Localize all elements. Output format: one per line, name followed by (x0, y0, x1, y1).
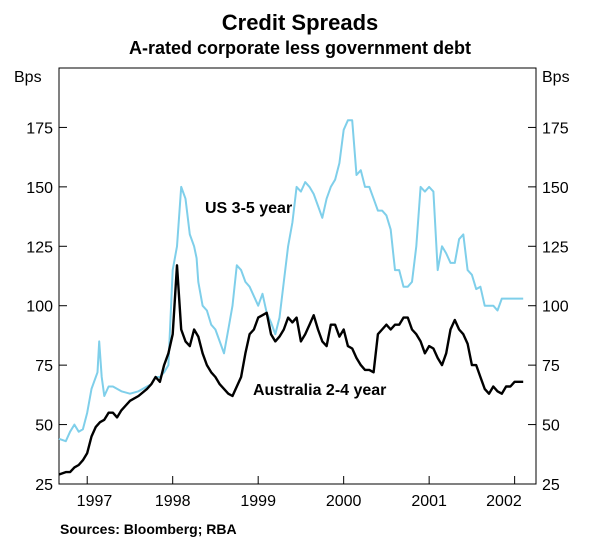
us-series-label: US 3-5 year (205, 200, 292, 217)
y-tick-label-left: 125 (26, 239, 53, 256)
plot-frame (58, 67, 537, 485)
y-tick-label-right: 125 (542, 239, 569, 256)
y-tick-label-right: 25 (542, 477, 560, 494)
x-tick-label: 2002 (486, 493, 522, 510)
chart-subtitle: A-rated corporate less government debt (129, 38, 471, 58)
y-tick-label-left: 175 (26, 120, 53, 137)
y-axis-unit-right: Bps (542, 69, 570, 86)
x-axis-ticks: 1997 1998 1999 2000 2001 2002 (77, 476, 522, 510)
australia-series-label: Australia 2-4 year (253, 382, 386, 399)
us-3-5-year-line (58, 119, 524, 443)
x-tick-label: 1997 (77, 493, 113, 510)
y-tick-label-right: 100 (542, 299, 569, 316)
y-axis-unit-left: Bps (14, 69, 42, 86)
x-tick-label: 2000 (326, 493, 362, 510)
y-tick-label-right: 50 (542, 418, 560, 435)
y-tick-label-left: 50 (35, 418, 53, 435)
y-tick-label-left: 25 (35, 477, 53, 494)
australia-2-4-year-line (58, 264, 524, 476)
x-tick-label: 1998 (155, 493, 191, 510)
y-tick-label-right: 75 (542, 358, 560, 375)
y-tick-label-right: 175 (542, 120, 569, 137)
x-tick-label: 2001 (411, 493, 447, 510)
y-tick-label-left: 75 (35, 358, 53, 375)
chart-title: Credit Spreads (222, 10, 379, 35)
y-tick-label-left: 100 (26, 299, 53, 316)
y-tick-label-left: 150 (26, 180, 53, 197)
y-axis-ticks: 25 25 50 50 75 75 100 100 125 125 150 150 175 175 (26, 120, 569, 494)
x-tick-label: 1999 (240, 493, 276, 510)
y-tick-label-right: 150 (542, 180, 569, 197)
source-note: Sources: Bloomberg; RBA (60, 521, 237, 537)
series-layer (58, 119, 524, 476)
